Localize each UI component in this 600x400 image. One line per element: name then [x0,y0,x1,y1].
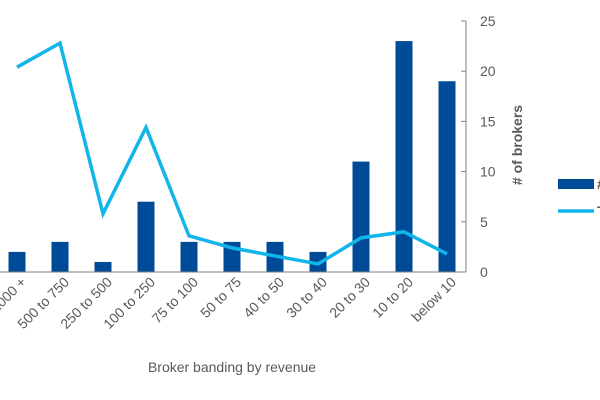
y-tick-label-15: 15 [480,113,496,129]
x-tick-label-8: 20 to 30 [326,274,373,321]
line-series [16,40,448,266]
bar-2 [94,261,112,272]
bar-10 [438,81,456,273]
y-tick-label-20: 20 [480,63,496,79]
x-tick-label-10: below 10 [408,274,459,325]
y-tick-label-10: 10 [480,164,496,180]
y-tick-label-25: 25 [480,13,496,29]
x-axis-title: Broker banding by revenue [148,359,316,375]
x-tick-label-7: 30 to 40 [283,274,330,321]
y-tick-label-0: 0 [480,264,488,280]
legend-label-1: T [597,203,600,219]
bars [8,41,456,273]
legend-swatch-bar [558,179,594,189]
x-tick-label-6: 40 to 50 [240,274,287,321]
x-tick-label-5: 50 to 75 [197,274,244,321]
legend-label-0: # [597,176,600,192]
bar-9 [395,41,413,272]
bar-4 [180,241,198,272]
bar-1 [51,241,69,272]
y-axis-title: # of brokers [509,105,525,185]
line-path [16,40,448,266]
x-tick-label-4: 75 to 100 [149,274,202,327]
bar-8 [352,161,370,272]
legend: #T [558,176,600,219]
bar-3 [137,201,155,272]
bar-0 [8,251,26,272]
right-y-axis: 0 5 10 15 20 25 [0,13,496,280]
y-tick-label-5: 5 [480,214,488,230]
